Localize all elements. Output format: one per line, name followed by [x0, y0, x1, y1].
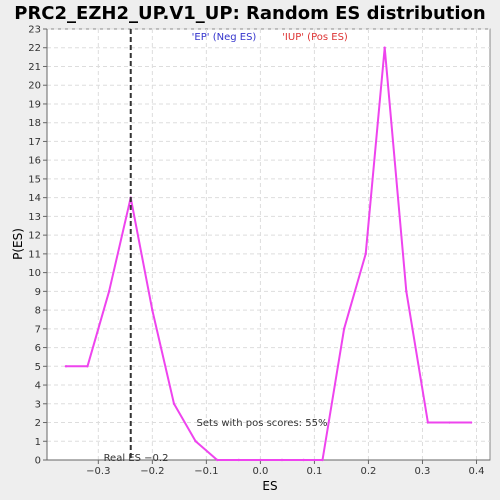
- series-line: [65, 46, 472, 461]
- y-tick-label: 23: [28, 25, 41, 36]
- y-tick-label: 7: [35, 324, 41, 335]
- data-point: [280, 458, 284, 462]
- data-point: [86, 365, 89, 368]
- y-tick-label: 13: [28, 212, 41, 223]
- y-tick-label: 22: [28, 43, 41, 54]
- y-tick-label: 17: [28, 137, 41, 148]
- y-tick-label: 21: [28, 62, 41, 73]
- data-point: [364, 252, 367, 256]
- y-tick-label: 1: [35, 437, 41, 448]
- data-point: [405, 290, 408, 293]
- y-tick-label: 6: [35, 343, 41, 354]
- data-point: [469, 421, 473, 424]
- y-tick-label: 15: [28, 174, 41, 185]
- real-es-label: Real ES −0.2: [104, 453, 169, 464]
- y-tick-label: 20: [28, 81, 41, 92]
- data-point: [321, 458, 324, 462]
- legend-entry-iup: 'IUP' (Pos ES): [282, 32, 348, 43]
- data-point: [426, 421, 430, 424]
- data-point: [302, 458, 305, 462]
- grid: [47, 28, 490, 461]
- series: [64, 46, 473, 462]
- y-tick-label: 2: [35, 418, 41, 429]
- data-point: [259, 458, 262, 462]
- y-axis-label: P(ES): [11, 228, 25, 260]
- data-point: [237, 458, 240, 462]
- y-tick-label: 18: [28, 118, 41, 129]
- y-tick-label: 3: [35, 399, 41, 410]
- y-tick-label: 10: [28, 268, 41, 279]
- data-point: [383, 46, 386, 49]
- y-tick-label: 12: [28, 231, 41, 242]
- data-point: [64, 365, 68, 368]
- x-tick-label: 0.3: [415, 466, 431, 477]
- x-tick-label: 0.2: [360, 466, 376, 477]
- y-tick-label: 8: [35, 306, 41, 317]
- y-tick-label: 14: [28, 193, 41, 204]
- legend-entry-ep: 'EP' (Neg ES): [192, 32, 257, 43]
- pos-scores-annotation: Sets with pos scores: 55%: [197, 418, 328, 429]
- data-point: [448, 421, 451, 424]
- data-point: [172, 402, 176, 405]
- data-point: [342, 327, 346, 331]
- data-point: [215, 458, 219, 462]
- data-point: [107, 290, 111, 293]
- x-tick-label: 0.1: [306, 466, 322, 477]
- x-axis-label: ES: [262, 479, 277, 493]
- x-tick-label: −0.2: [140, 466, 164, 477]
- y-tick-label: 4: [35, 381, 41, 392]
- data-point: [194, 440, 197, 443]
- y-tick-label: 16: [28, 156, 41, 167]
- y-tick-label: 19: [28, 99, 41, 110]
- x-tick-label: −0.1: [194, 466, 218, 477]
- x-tick-label: 0.4: [469, 466, 485, 477]
- y-tick-label: 9: [35, 287, 41, 298]
- chart-title: PRC2_EZH2_UP.V1_UP: Random ES distributi…: [14, 3, 486, 24]
- x-tick-label: −0.3: [86, 466, 110, 477]
- x-tick-label: 0.0: [252, 466, 268, 477]
- y-tick-label: 11: [28, 249, 41, 260]
- y-tick-label: 5: [35, 362, 41, 373]
- y-tick-label: 0: [35, 456, 41, 467]
- data-point: [151, 308, 154, 312]
